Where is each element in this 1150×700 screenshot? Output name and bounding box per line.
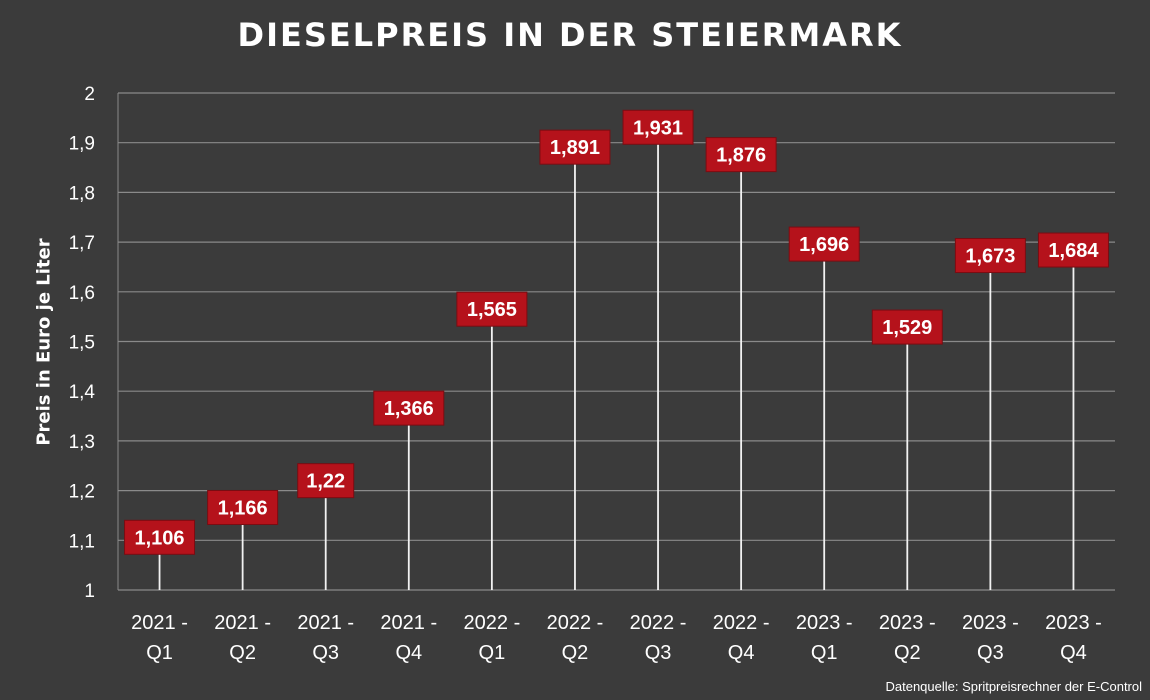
data-label-box <box>705 137 777 173</box>
x-tick-label-quarter: Q4 <box>728 642 755 664</box>
data-label: 1,673 <box>965 246 1015 268</box>
x-tick-label: 2021 - <box>297 612 354 634</box>
x-tick-label-quarter: Q1 <box>146 642 173 664</box>
y-tick-label: 1,8 <box>69 183 95 204</box>
grid-lines <box>117 92 1115 591</box>
x-tick-label-quarter: Q3 <box>645 642 672 664</box>
x-tick-label: 2021 - <box>380 612 437 634</box>
data-labels: 1,106 1,166 1,22 1,366 1,565 1,891 1,931 1,876 1… <box>124 109 1109 555</box>
data-label-box <box>207 489 279 525</box>
x-tick-label: 2022 - <box>630 612 687 634</box>
value-stems <box>158 127 1075 590</box>
y-tick-label: 2 <box>84 84 95 105</box>
y-tick-label: 1 <box>84 581 95 602</box>
x-tick-label-quarter: Q3 <box>312 642 339 664</box>
y-tick-label: 1,5 <box>69 333 95 354</box>
x-tick-labels: 2021 - Q1 2021 - Q2 2021 - Q3 2021 - Q4 2022 - Q1… <box>131 612 1102 664</box>
data-label: 1,931 <box>633 117 683 139</box>
x-tick-label-quarter: Q1 <box>479 642 506 664</box>
x-tick-label: 2023 - <box>879 612 936 634</box>
data-label: 1,529 <box>882 317 932 339</box>
data-label-box <box>871 309 943 345</box>
y-tick-label: 1,9 <box>69 134 95 155</box>
chart-title: DIESELPREIS IN DER STEIERMARK <box>237 16 903 54</box>
data-label: 1,876 <box>716 145 766 167</box>
x-tick-label-quarter: Q4 <box>395 642 422 664</box>
data-label-box <box>539 129 611 165</box>
source-footnote: Datenquelle: Spritpreisrechner der E-Con… <box>885 679 1142 694</box>
data-label: 1,696 <box>799 234 849 256</box>
data-label: 1,366 <box>384 398 434 420</box>
x-tick-label: 2023 - <box>962 612 1019 634</box>
data-label: 1,166 <box>218 497 268 519</box>
x-tick-label-quarter: Q1 <box>811 642 838 664</box>
data-label-box <box>622 109 694 145</box>
y-tick-label: 1,6 <box>69 283 95 304</box>
x-tick-label-quarter: Q4 <box>1060 642 1087 664</box>
data-label-box <box>456 291 528 327</box>
x-tick-label: 2022 - <box>713 612 770 634</box>
data-label-box <box>1037 232 1109 268</box>
x-tick-label: 2022 - <box>547 612 604 634</box>
y-tick-label: 1,2 <box>69 482 95 503</box>
x-tick-label: 2021 - <box>214 612 271 634</box>
y-tick-label: 1,3 <box>69 432 95 453</box>
x-tick-label: 2022 - <box>464 612 521 634</box>
x-tick-label-quarter: Q2 <box>229 642 256 664</box>
data-label-box <box>788 226 860 262</box>
x-tick-label: 2023 - <box>796 612 853 634</box>
data-label: 1,891 <box>550 137 600 159</box>
data-label: 1,22 <box>306 471 345 493</box>
data-label-box <box>124 519 196 555</box>
data-label: 1,684 <box>1048 240 1099 262</box>
x-tick-label: 2021 - <box>131 612 188 634</box>
data-label-box <box>373 390 445 426</box>
data-label: 1,106 <box>135 527 185 549</box>
y-tick-label: 1,7 <box>69 233 95 254</box>
y-tick-labels: 1 1,1 1,2 1,3 1,4 1,5 1,6 1,7 1,8 1,9 2 <box>69 84 96 602</box>
x-tick-label-quarter: Q2 <box>894 642 921 664</box>
x-tick-label: 2023 - <box>1045 612 1102 634</box>
data-label-box <box>954 238 1026 274</box>
x-tick-label-quarter: Q2 <box>562 642 589 664</box>
data-label: 1,565 <box>467 299 517 321</box>
y-tick-label: 1,4 <box>69 382 96 403</box>
data-label-box <box>297 463 355 499</box>
y-tick-label: 1,1 <box>69 531 95 552</box>
x-tick-label-quarter: Q3 <box>977 642 1004 664</box>
